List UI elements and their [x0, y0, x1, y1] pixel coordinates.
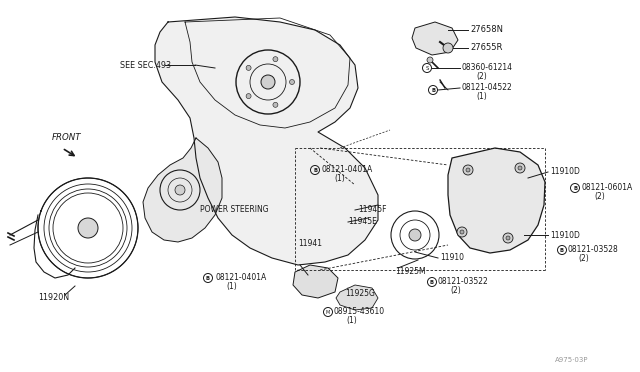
Text: 27658N: 27658N: [470, 26, 503, 35]
Circle shape: [518, 166, 522, 170]
Text: B: B: [431, 87, 435, 93]
Circle shape: [457, 227, 467, 237]
Text: 08360-61214: 08360-61214: [462, 64, 513, 73]
Text: 08915-43610: 08915-43610: [334, 308, 385, 317]
Text: B: B: [206, 276, 210, 280]
Text: 08121-0401A: 08121-0401A: [322, 166, 373, 174]
Text: B: B: [430, 279, 434, 285]
Text: (2): (2): [578, 254, 589, 263]
Text: B: B: [560, 247, 564, 253]
Text: 11945F: 11945F: [358, 205, 387, 215]
Text: 27655R: 27655R: [470, 44, 502, 52]
Text: 11941: 11941: [298, 238, 322, 247]
Text: 11945E: 11945E: [348, 218, 377, 227]
Polygon shape: [412, 22, 458, 55]
Circle shape: [261, 75, 275, 89]
Polygon shape: [336, 285, 378, 310]
Text: M: M: [326, 310, 330, 314]
Circle shape: [78, 218, 98, 238]
Text: 11925M: 11925M: [395, 267, 426, 276]
Text: (1): (1): [476, 93, 487, 102]
Circle shape: [246, 65, 251, 70]
Text: SEE SEC.493: SEE SEC.493: [120, 61, 171, 70]
Text: (1): (1): [226, 282, 237, 292]
Polygon shape: [155, 17, 378, 265]
Circle shape: [463, 165, 473, 175]
Circle shape: [246, 94, 251, 99]
Text: B: B: [573, 186, 577, 190]
Text: 08121-03528: 08121-03528: [568, 246, 619, 254]
Polygon shape: [293, 265, 338, 298]
Text: 08121-0401A: 08121-0401A: [215, 273, 266, 282]
Text: 11910D: 11910D: [550, 167, 580, 176]
Circle shape: [427, 57, 433, 63]
Circle shape: [289, 80, 294, 84]
Text: S: S: [426, 65, 429, 71]
Circle shape: [443, 43, 453, 53]
Circle shape: [503, 233, 513, 243]
Text: 11910D: 11910D: [550, 231, 580, 240]
Text: POWER STEERING: POWER STEERING: [200, 205, 269, 215]
Polygon shape: [143, 138, 222, 242]
Circle shape: [460, 230, 464, 234]
Circle shape: [273, 57, 278, 62]
Text: B: B: [313, 167, 317, 173]
Text: 08121-0601A: 08121-0601A: [582, 183, 633, 192]
Circle shape: [273, 102, 278, 108]
Circle shape: [409, 229, 421, 241]
Circle shape: [506, 236, 510, 240]
Text: (2): (2): [594, 192, 605, 202]
Text: (1): (1): [346, 317, 356, 326]
Text: 11925G: 11925G: [345, 289, 375, 298]
Text: FRONT: FRONT: [52, 134, 81, 142]
Text: 11910: 11910: [440, 253, 464, 263]
Text: 08121-04522: 08121-04522: [462, 83, 513, 93]
Text: 08121-03522: 08121-03522: [438, 278, 489, 286]
Text: (1): (1): [334, 174, 345, 183]
Circle shape: [175, 185, 185, 195]
Circle shape: [515, 163, 525, 173]
Polygon shape: [448, 148, 545, 253]
Text: (2): (2): [450, 286, 461, 295]
Circle shape: [466, 168, 470, 172]
Text: A975·03P: A975·03P: [555, 357, 589, 363]
Text: (2): (2): [476, 73, 487, 81]
Text: 11920N: 11920N: [38, 294, 69, 302]
